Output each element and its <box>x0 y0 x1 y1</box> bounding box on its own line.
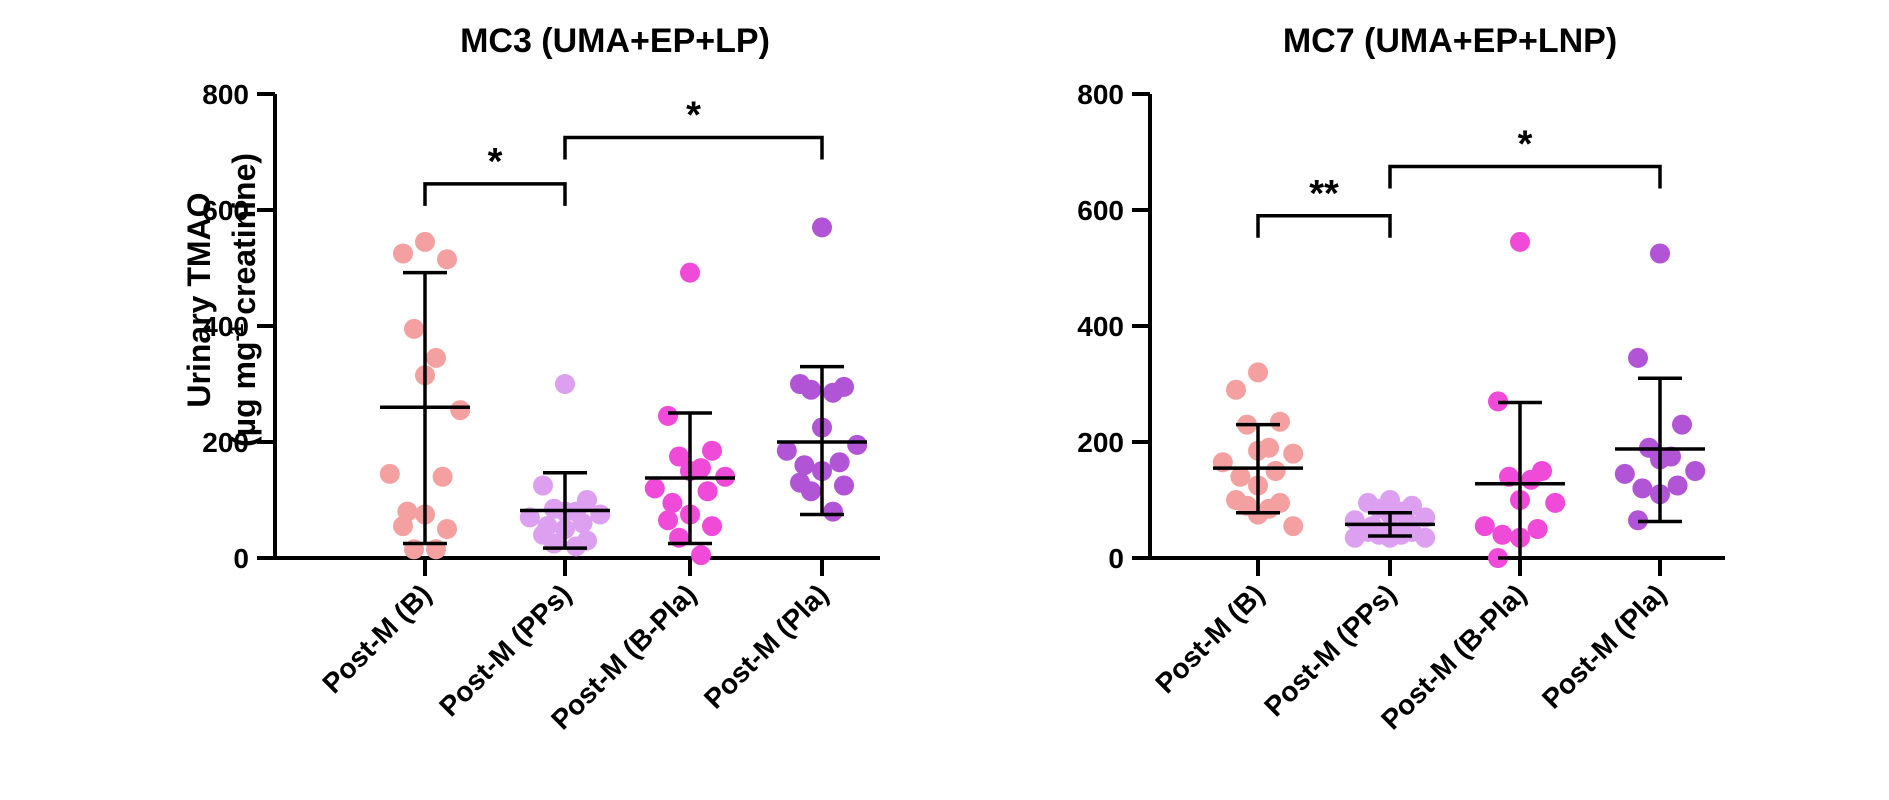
data-point <box>644 478 665 499</box>
data-point <box>702 516 722 537</box>
data-point <box>1230 466 1251 487</box>
significance-bracket <box>1388 164 1662 189</box>
significance-bracket <box>1256 214 1392 238</box>
data-point <box>1685 461 1706 481</box>
data-point <box>379 463 400 484</box>
significance-label: * <box>488 141 503 183</box>
data-point <box>680 262 700 283</box>
y-tick-label: 200 <box>202 427 249 458</box>
data-point <box>1415 507 1436 528</box>
data-point <box>658 405 678 426</box>
data-point <box>544 533 564 554</box>
data-point <box>415 231 435 252</box>
data-point <box>801 481 821 502</box>
data-point <box>426 347 446 368</box>
data-point <box>519 507 540 528</box>
data-point <box>669 446 689 467</box>
chart-title: MC7 (UMA+EP+LNP) <box>1283 22 1617 60</box>
data-point <box>697 481 718 502</box>
x-tick-label: Post-M (PPs) <box>433 578 577 722</box>
y-tick-label: 400 <box>202 311 249 342</box>
data-point <box>847 434 868 455</box>
data-point <box>823 382 843 403</box>
data-point <box>662 492 683 513</box>
y-tick-label: 0 <box>1108 543 1124 574</box>
significance-label: * <box>686 95 701 137</box>
data-point <box>1667 475 1688 496</box>
data-point <box>393 516 413 537</box>
data-point <box>437 519 457 539</box>
data-point <box>801 379 821 400</box>
data-point <box>432 466 453 487</box>
significance-label: * <box>1518 124 1533 166</box>
y-axis-label-line2: (µg mg-1 creatinine) <box>226 153 262 447</box>
significance-label: ** <box>1309 173 1339 215</box>
data-point <box>823 501 843 522</box>
y-tick-label: 800 <box>202 79 249 110</box>
data-point <box>1510 231 1530 252</box>
data-point <box>702 440 722 461</box>
data-point <box>450 400 471 421</box>
data-point <box>555 374 575 394</box>
data-point <box>1492 524 1513 545</box>
y-axis-label-exponent: -1 <box>226 324 248 342</box>
data-point <box>1527 519 1548 539</box>
data-point <box>1632 478 1653 499</box>
data-point <box>590 504 611 525</box>
data-point <box>812 217 832 238</box>
y-axis-label: Urinary TMAO (µg mg-1 creatinine) <box>181 153 262 447</box>
data-point <box>1283 516 1304 537</box>
data-point <box>1270 411 1290 432</box>
data-point <box>776 440 797 461</box>
x-tick-label: Post-M (B) <box>1149 578 1270 699</box>
y-tick-label: 600 <box>202 195 249 226</box>
data-point <box>1474 516 1495 537</box>
data-point <box>533 475 553 496</box>
data-point <box>794 455 815 476</box>
data-point <box>834 475 854 496</box>
data-point <box>1499 466 1519 487</box>
significance-bracket <box>423 182 567 206</box>
data-point <box>691 545 711 566</box>
significance-bracket <box>563 135 824 160</box>
data-point <box>658 510 678 531</box>
x-tick-label: Post-M (Pla) <box>698 578 834 714</box>
data-point <box>1248 362 1268 383</box>
y-axis-label-unit-suffix: creatinine) <box>226 153 262 324</box>
data-point <box>1283 443 1304 464</box>
data-point <box>1226 379 1246 400</box>
y-tick-label: 600 <box>1077 195 1124 226</box>
data-point <box>1650 243 1670 264</box>
data-point <box>393 243 413 264</box>
y-tick-label: 0 <box>233 543 249 574</box>
y-tick-label: 800 <box>1077 79 1124 110</box>
chart-title: MC3 (UMA+EP+LP) <box>460 22 770 60</box>
x-tick-label: Post-M (B) <box>316 578 437 699</box>
data-point <box>572 513 593 534</box>
y-tick-label: 400 <box>1077 311 1124 342</box>
data-point <box>1628 347 1648 368</box>
data-point <box>1415 527 1436 548</box>
y-axis-label-unit: (µg mg <box>226 341 262 447</box>
data-point <box>1614 463 1635 484</box>
data-point <box>1672 414 1692 435</box>
data-point <box>404 318 424 339</box>
data-point <box>1521 469 1541 490</box>
x-tick-label: Post-M (Pla) <box>1536 578 1672 714</box>
data-point <box>437 249 457 270</box>
data-point <box>1344 527 1365 548</box>
data-point <box>1545 492 1566 513</box>
y-tick-label: 200 <box>1077 427 1124 458</box>
y-axis-label-line1: Urinary TMAO <box>181 192 217 407</box>
data-point <box>829 452 850 473</box>
data-point <box>1265 461 1286 481</box>
x-tick-label: Post-M (PPs) <box>1258 578 1402 722</box>
